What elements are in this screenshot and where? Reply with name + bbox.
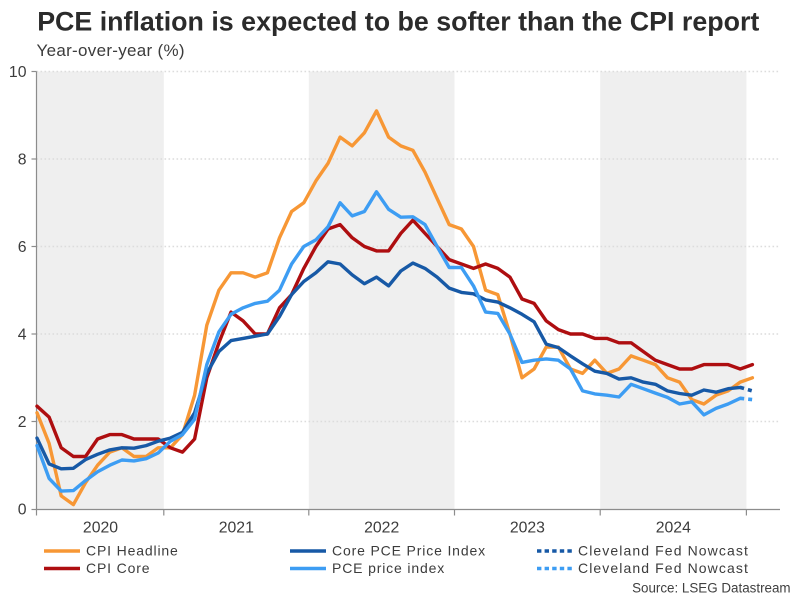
svg-text:Cleveland Fed Nowcast: Cleveland Fed Nowcast [578, 560, 749, 576]
svg-text:2020: 2020 [83, 520, 118, 537]
svg-text:2: 2 [18, 414, 27, 431]
svg-text:CPI Core: CPI Core [86, 560, 150, 576]
svg-text:PCE price index: PCE price index [332, 560, 445, 576]
svg-text:CPI Headline: CPI Headline [86, 543, 179, 559]
svg-text:10: 10 [9, 64, 27, 81]
svg-text:2023: 2023 [510, 520, 545, 537]
svg-text:Cleveland Fed Nowcast: Cleveland Fed Nowcast [578, 543, 749, 559]
svg-text:6: 6 [18, 239, 27, 256]
svg-text:Year-over-year (%): Year-over-year (%) [37, 41, 185, 60]
svg-text:Source: LSEG Datastream: Source: LSEG Datastream [632, 580, 791, 595]
svg-text:8: 8 [18, 152, 27, 169]
svg-text:2024: 2024 [656, 520, 691, 537]
svg-text:Core PCE Price Index: Core PCE Price Index [332, 543, 486, 559]
svg-text:0: 0 [18, 502, 27, 519]
svg-text:2021: 2021 [219, 520, 254, 537]
svg-text:2022: 2022 [364, 520, 399, 537]
svg-text:PCE inflation is expected to b: PCE inflation is expected to be softer t… [37, 7, 759, 37]
svg-text:4: 4 [18, 327, 27, 344]
